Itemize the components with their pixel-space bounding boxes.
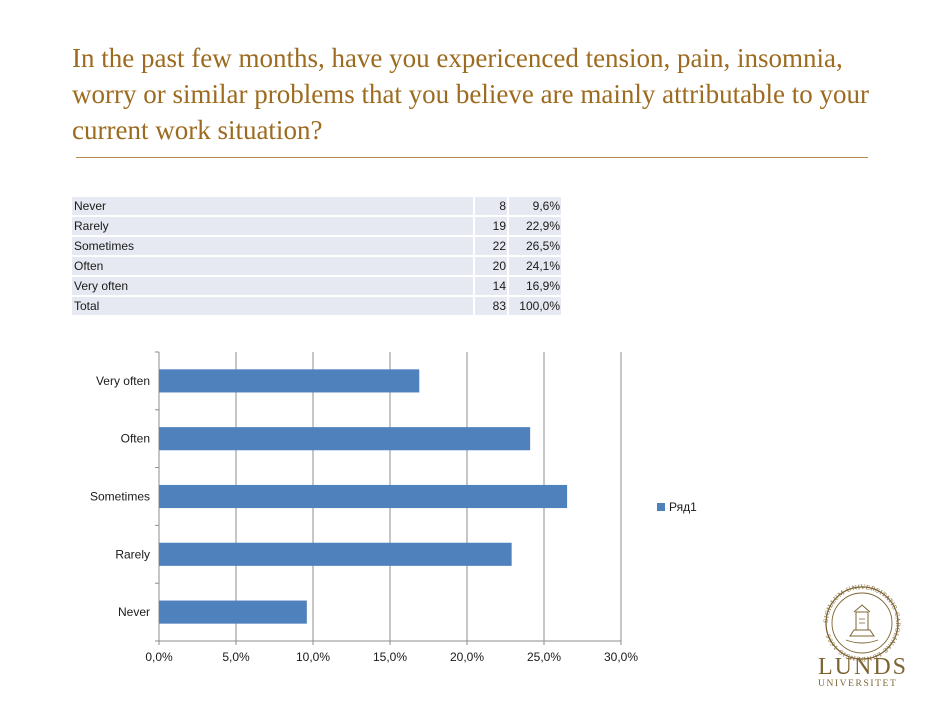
y-tick-label: Sometimes [90, 490, 150, 504]
table-cell-count: 8 [475, 197, 509, 215]
y-tick-label: Never [118, 605, 150, 619]
title-divider [76, 157, 868, 158]
table-cell-label: Very often [72, 277, 475, 295]
y-tick-label: Rarely [115, 547, 150, 561]
bar [159, 600, 307, 624]
x-tick-label: 10,0% [296, 650, 330, 664]
table-cell-label: Never [72, 197, 475, 215]
table-row-total: Total 83 100,0% [72, 297, 561, 315]
bar [159, 427, 531, 451]
logo-wordmark: LUNDS [818, 654, 909, 680]
page-title: In the past few months, have you experic… [72, 43, 870, 145]
table-cell-percent: 16,9% [509, 277, 561, 295]
table-cell-label: Sometimes [72, 237, 475, 255]
university-seal-icon: SIGILLUM UNIVERSITATIS CAROLINAE LUNDENS… [823, 584, 901, 662]
table-cell-count: 83 [475, 297, 509, 315]
x-tick-label: 30,0% [604, 650, 638, 664]
table-row: Often 20 24,1% [72, 257, 561, 275]
table-cell-percent: 26,5% [509, 237, 561, 255]
table-cell-label: Often [72, 257, 475, 275]
table-row: Sometimes 22 26,5% [72, 237, 561, 255]
table-cell-count: 14 [475, 277, 509, 295]
bar [159, 484, 568, 509]
table-cell-percent: 22,9% [509, 217, 561, 235]
bar [159, 542, 512, 566]
logo-subtitle: UNIVERSITET [818, 679, 898, 689]
y-tick-label: Often [121, 432, 150, 446]
table-row: Never 8 9,6% [72, 197, 561, 215]
x-tick-label: 5,0% [222, 650, 250, 664]
legend-swatch [657, 503, 665, 511]
x-tick-label: 15,0% [373, 650, 407, 664]
x-tick-label: 25,0% [527, 650, 561, 664]
bar [159, 369, 420, 393]
table-row: Very often 14 16,9% [72, 277, 561, 295]
table-cell-count: 19 [475, 217, 509, 235]
x-tick-label: 20,0% [450, 650, 484, 664]
table-cell-count: 22 [475, 237, 509, 255]
table-cell-count: 20 [475, 257, 509, 275]
y-tick-label: Very often [96, 374, 150, 388]
table-cell-percent: 24,1% [509, 257, 561, 275]
x-tick-label: 0,0% [145, 650, 173, 664]
table-cell-label: Rarely [72, 217, 475, 235]
table-row: Rarely 19 22,9% [72, 217, 561, 235]
table-cell-percent: 9,6% [509, 197, 561, 215]
table-cell-percent: 100,0% [509, 297, 561, 315]
frequency-table: Never 8 9,6% Rarely 19 22,9% Sometimes 2… [72, 195, 561, 317]
legend-label: Ряд1 [669, 500, 697, 514]
table-cell-label: Total [72, 297, 475, 315]
